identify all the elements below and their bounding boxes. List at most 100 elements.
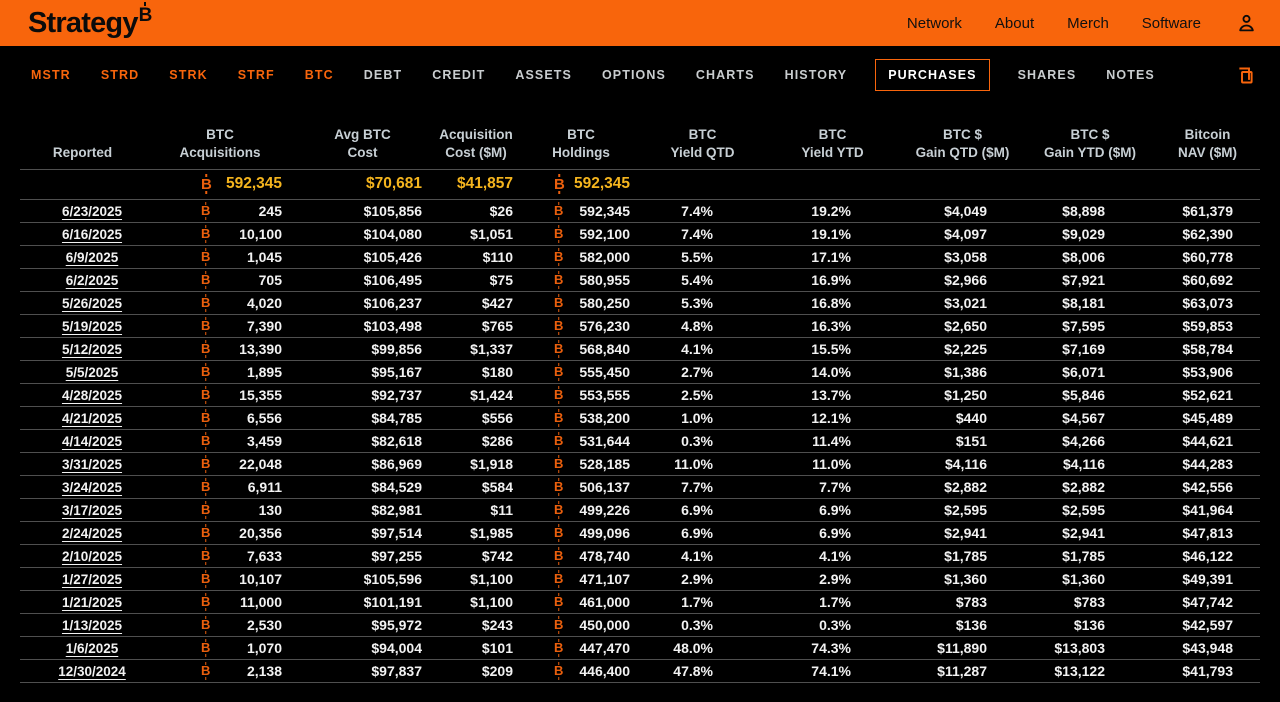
date-link[interactable]: 5/26/2025 [61,295,123,311]
bitcoin-icon: B [201,387,211,403]
cell-gain-ytd: $8,181 [1025,291,1155,315]
cell-acq-cost: $1,100 [430,567,522,591]
cell-yield-qtd: 4.1% [640,544,765,568]
date-link[interactable]: 2/10/2025 [61,548,123,564]
nav-item-about[interactable]: About [994,14,1035,32]
date-link[interactable]: 1/13/2025 [61,617,123,633]
cell-acq-cost: $742 [430,544,522,568]
cell-nav: $63,073 [1155,291,1260,315]
cell-acq-cost: $286 [430,429,522,453]
tab-strf[interactable]: STRF [237,68,275,82]
cell-acq-cost: $209 [430,659,522,683]
cell-yield-qtd: 6.9% [640,498,765,522]
cell-reported: 6/9/2025 [20,245,145,269]
date-link[interactable]: 3/24/2025 [61,479,123,495]
date-link[interactable]: 5/12/2025 [61,341,123,357]
bitcoin-icon: B [554,525,564,541]
cell-nav: $52,621 [1155,383,1260,407]
cell-reported: 5/19/2025 [20,314,145,338]
cell-gain-qtd: $440 [900,406,1025,430]
cell-nav: $42,597 [1155,613,1260,637]
date-link[interactable]: 3/31/2025 [61,456,123,472]
cell-acquisitions: B 22,048 [145,452,295,476]
cell-gain-ytd: $7,595 [1025,314,1155,338]
cell-avg-cost: $101,191 [295,590,430,614]
cell-acq-cost: $556 [430,406,522,430]
bitcoin-icon: B [201,249,211,265]
tab-assets[interactable]: ASSETS [515,68,572,82]
cell-acquisitions: B 20,356 [145,521,295,545]
profile-button[interactable] [1235,12,1258,35]
bitcoin-icon: B [554,272,564,288]
date-link[interactable]: 5/19/2025 [61,318,123,334]
bitcoin-icon: B [201,594,211,610]
cell-avg-cost: $104,080 [295,222,430,246]
bitcoin-icon: B [554,318,564,334]
tab-strd[interactable]: STRD [100,68,140,82]
nav-item-merch[interactable]: Merch [1067,14,1109,32]
date-link[interactable]: 1/6/2025 [65,640,119,656]
table-row: 3/24/2025 B 6,911 $84,529 $584 B 506,137 7… [20,475,1260,499]
copy-button[interactable] [1235,65,1256,86]
date-link[interactable]: 6/9/2025 [65,249,119,265]
cell-gain-ytd: $4,116 [1025,452,1155,476]
date-link[interactable]: 1/27/2025 [61,571,123,587]
tab-btc[interactable]: BTC [304,68,334,82]
date-link[interactable]: 2/24/2025 [61,525,123,541]
bitcoin-icon: B [201,456,211,472]
strategy-logo[interactable]: Strategy B [28,6,152,38]
copy-icon [1239,67,1253,83]
cell-yield-qtd: 5.4% [640,268,765,292]
date-link[interactable]: 6/16/2025 [61,226,123,242]
cell-acquisitions: B 10,107 [145,567,295,591]
cell-holdings: B 471,107 [522,567,640,591]
cell-avg-cost: $95,972 [295,613,430,637]
cell-acquisitions: B 10,100 [145,222,295,246]
cell-gain-ytd: $7,921 [1025,268,1155,292]
col-btc-yield-qtd: BTC Yield QTD [640,126,765,170]
cell-gain-qtd: $2,941 [900,521,1025,545]
cell-holdings: B 576,230 [522,314,640,338]
tab-charts[interactable]: CHARTS [695,68,755,82]
tab-notes[interactable]: NOTES [1106,68,1155,82]
bitcoin-icon: B [554,175,565,193]
cell-reported: 3/24/2025 [20,475,145,499]
tab-credit[interactable]: CREDIT [432,68,486,82]
table-header: Reported BTC Acquisitions Avg BTC Cost Acq… [20,126,1260,170]
date-link[interactable]: 1/21/2025 [61,594,123,610]
date-link[interactable]: 4/28/2025 [61,387,123,403]
tab-debt[interactable]: DEBT [363,68,403,82]
date-link[interactable]: 5/5/2025 [65,364,119,380]
nav-item-network[interactable]: Network [906,14,962,32]
date-link[interactable]: 4/21/2025 [61,410,123,426]
cell-gain-ytd: $8,006 [1025,245,1155,269]
cell-yield-qtd: 4.1% [640,337,765,361]
cell-yield-qtd: 1.0% [640,406,765,430]
cell-yield-qtd: 2.9% [640,567,765,591]
cell-reported: 4/28/2025 [20,383,145,407]
date-link[interactable]: 6/2/2025 [65,272,119,288]
cell-yield-ytd: 74.3% [765,636,900,660]
tab-shares[interactable]: SHARES [1017,68,1077,82]
date-link[interactable]: 3/17/2025 [61,502,123,518]
bitcoin-icon: B [201,525,211,541]
tab-strk[interactable]: STRK [169,68,208,82]
date-link[interactable]: 6/23/2025 [61,203,123,219]
cell-acq-cost: $427 [430,291,522,315]
tab-purchases[interactable]: PURCHASES [875,59,990,91]
tab-history[interactable]: HISTORY [784,68,848,82]
cell-yield-qtd: 48.0% [640,636,765,660]
date-link[interactable]: 12/30/2024 [58,663,126,679]
cell-holdings: B 580,250 [522,291,640,315]
cell-reported: 3/17/2025 [20,498,145,522]
cell-gain-qtd: $1,785 [900,544,1025,568]
tab-options[interactable]: OPTIONS [601,68,666,82]
cell-holdings: B 531,644 [522,429,640,453]
cell-reported: 1/6/2025 [20,636,145,660]
table-row: 5/19/2025 B 7,390 $103,498 $765 B 576,230 … [20,314,1260,338]
nav-item-software[interactable]: Software [1141,14,1201,32]
cell-gain-qtd: $1,360 [900,567,1025,591]
top-bar: Strategy B Network About Merch Software [0,0,1280,46]
date-link[interactable]: 4/14/2025 [61,433,123,449]
tab-mstr[interactable]: MSTR [31,68,71,82]
